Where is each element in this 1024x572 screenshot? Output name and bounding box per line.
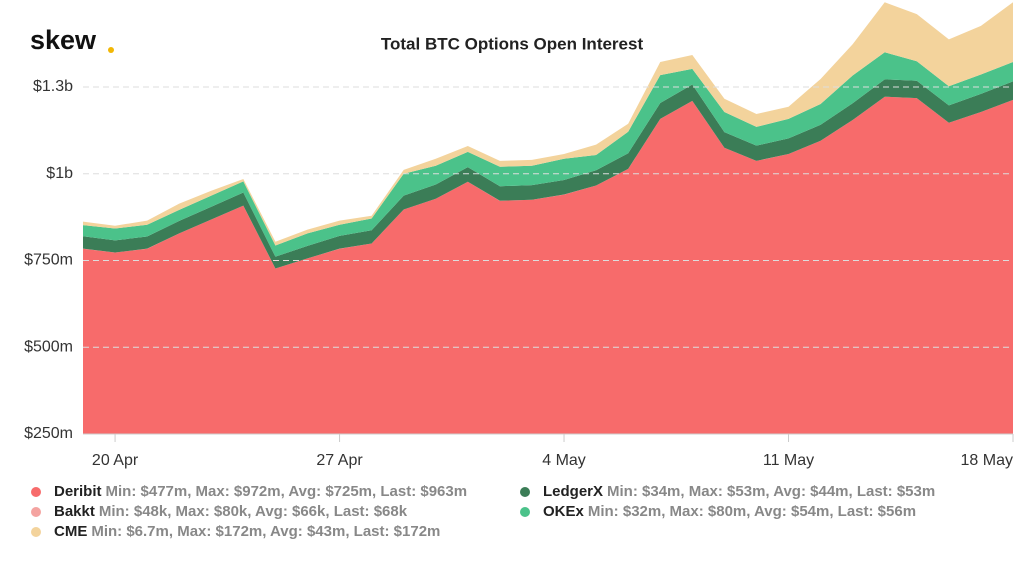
brand-dot — [108, 47, 114, 53]
legend-entry: OKEx Min: $32m, Max: $80m, Avg: $54m, Las… — [543, 503, 916, 520]
x-tick-label: 4 May — [542, 452, 586, 469]
area — [83, 79, 1013, 269]
x-tick-label: 18 May — [961, 452, 1013, 469]
chart-title: Total BTC Options Open Interest — [381, 34, 644, 53]
y-tick-label: $750m — [24, 252, 73, 269]
area — [83, 2, 1013, 246]
brand-logo: skew — [30, 25, 97, 55]
legend-stats: Min: $6.7m, Max: $172m, Avg: $43m, Last:… — [91, 523, 440, 540]
legend-entry: Bakkt Min: $48k, Max: $80k, Avg: $66k, La… — [54, 503, 408, 520]
x-tick-label: 27 Apr — [316, 452, 363, 469]
legend-name: Deribit — [54, 483, 102, 500]
x-tick-label: 20 Apr — [92, 452, 139, 469]
legend-swatch — [520, 507, 530, 517]
x-tick-label: 11 May — [763, 452, 814, 469]
legend-swatch — [31, 507, 41, 517]
y-tick-label: $500m — [24, 338, 73, 355]
area — [83, 52, 1013, 257]
legend-swatch — [520, 487, 530, 497]
legend-swatch — [31, 487, 41, 497]
legend-name: Bakkt — [54, 503, 95, 520]
y-tick-label: $250m — [24, 425, 73, 442]
legend-swatch — [31, 527, 41, 537]
legend-name: CME — [54, 523, 87, 540]
legend-stats: Min: $477m, Max: $972m, Avg: $725m, Last… — [106, 483, 468, 500]
legend-entry: LedgerX Min: $34m, Max: $53m, Avg: $44m, … — [543, 483, 935, 500]
legend-stats: Min: $32m, Max: $80m, Avg: $54m, Last: $… — [588, 503, 916, 520]
area — [83, 96, 1013, 434]
y-tick-label: $1.3b — [33, 78, 73, 95]
legend-stats: Min: $34m, Max: $53m, Avg: $44m, Last: $… — [607, 483, 935, 500]
y-tick-label: $1b — [46, 165, 73, 182]
legend-stats: Min: $48k, Max: $80k, Avg: $66k, Last: $… — [99, 503, 408, 520]
legend-name: OKEx — [543, 503, 585, 520]
legend-entry: CME Min: $6.7m, Max: $172m, Avg: $43m, La… — [54, 523, 440, 540]
legend-entry: Deribit Min: $477m, Max: $972m, Avg: $725… — [54, 483, 467, 500]
legend-name: LedgerX — [543, 483, 603, 500]
